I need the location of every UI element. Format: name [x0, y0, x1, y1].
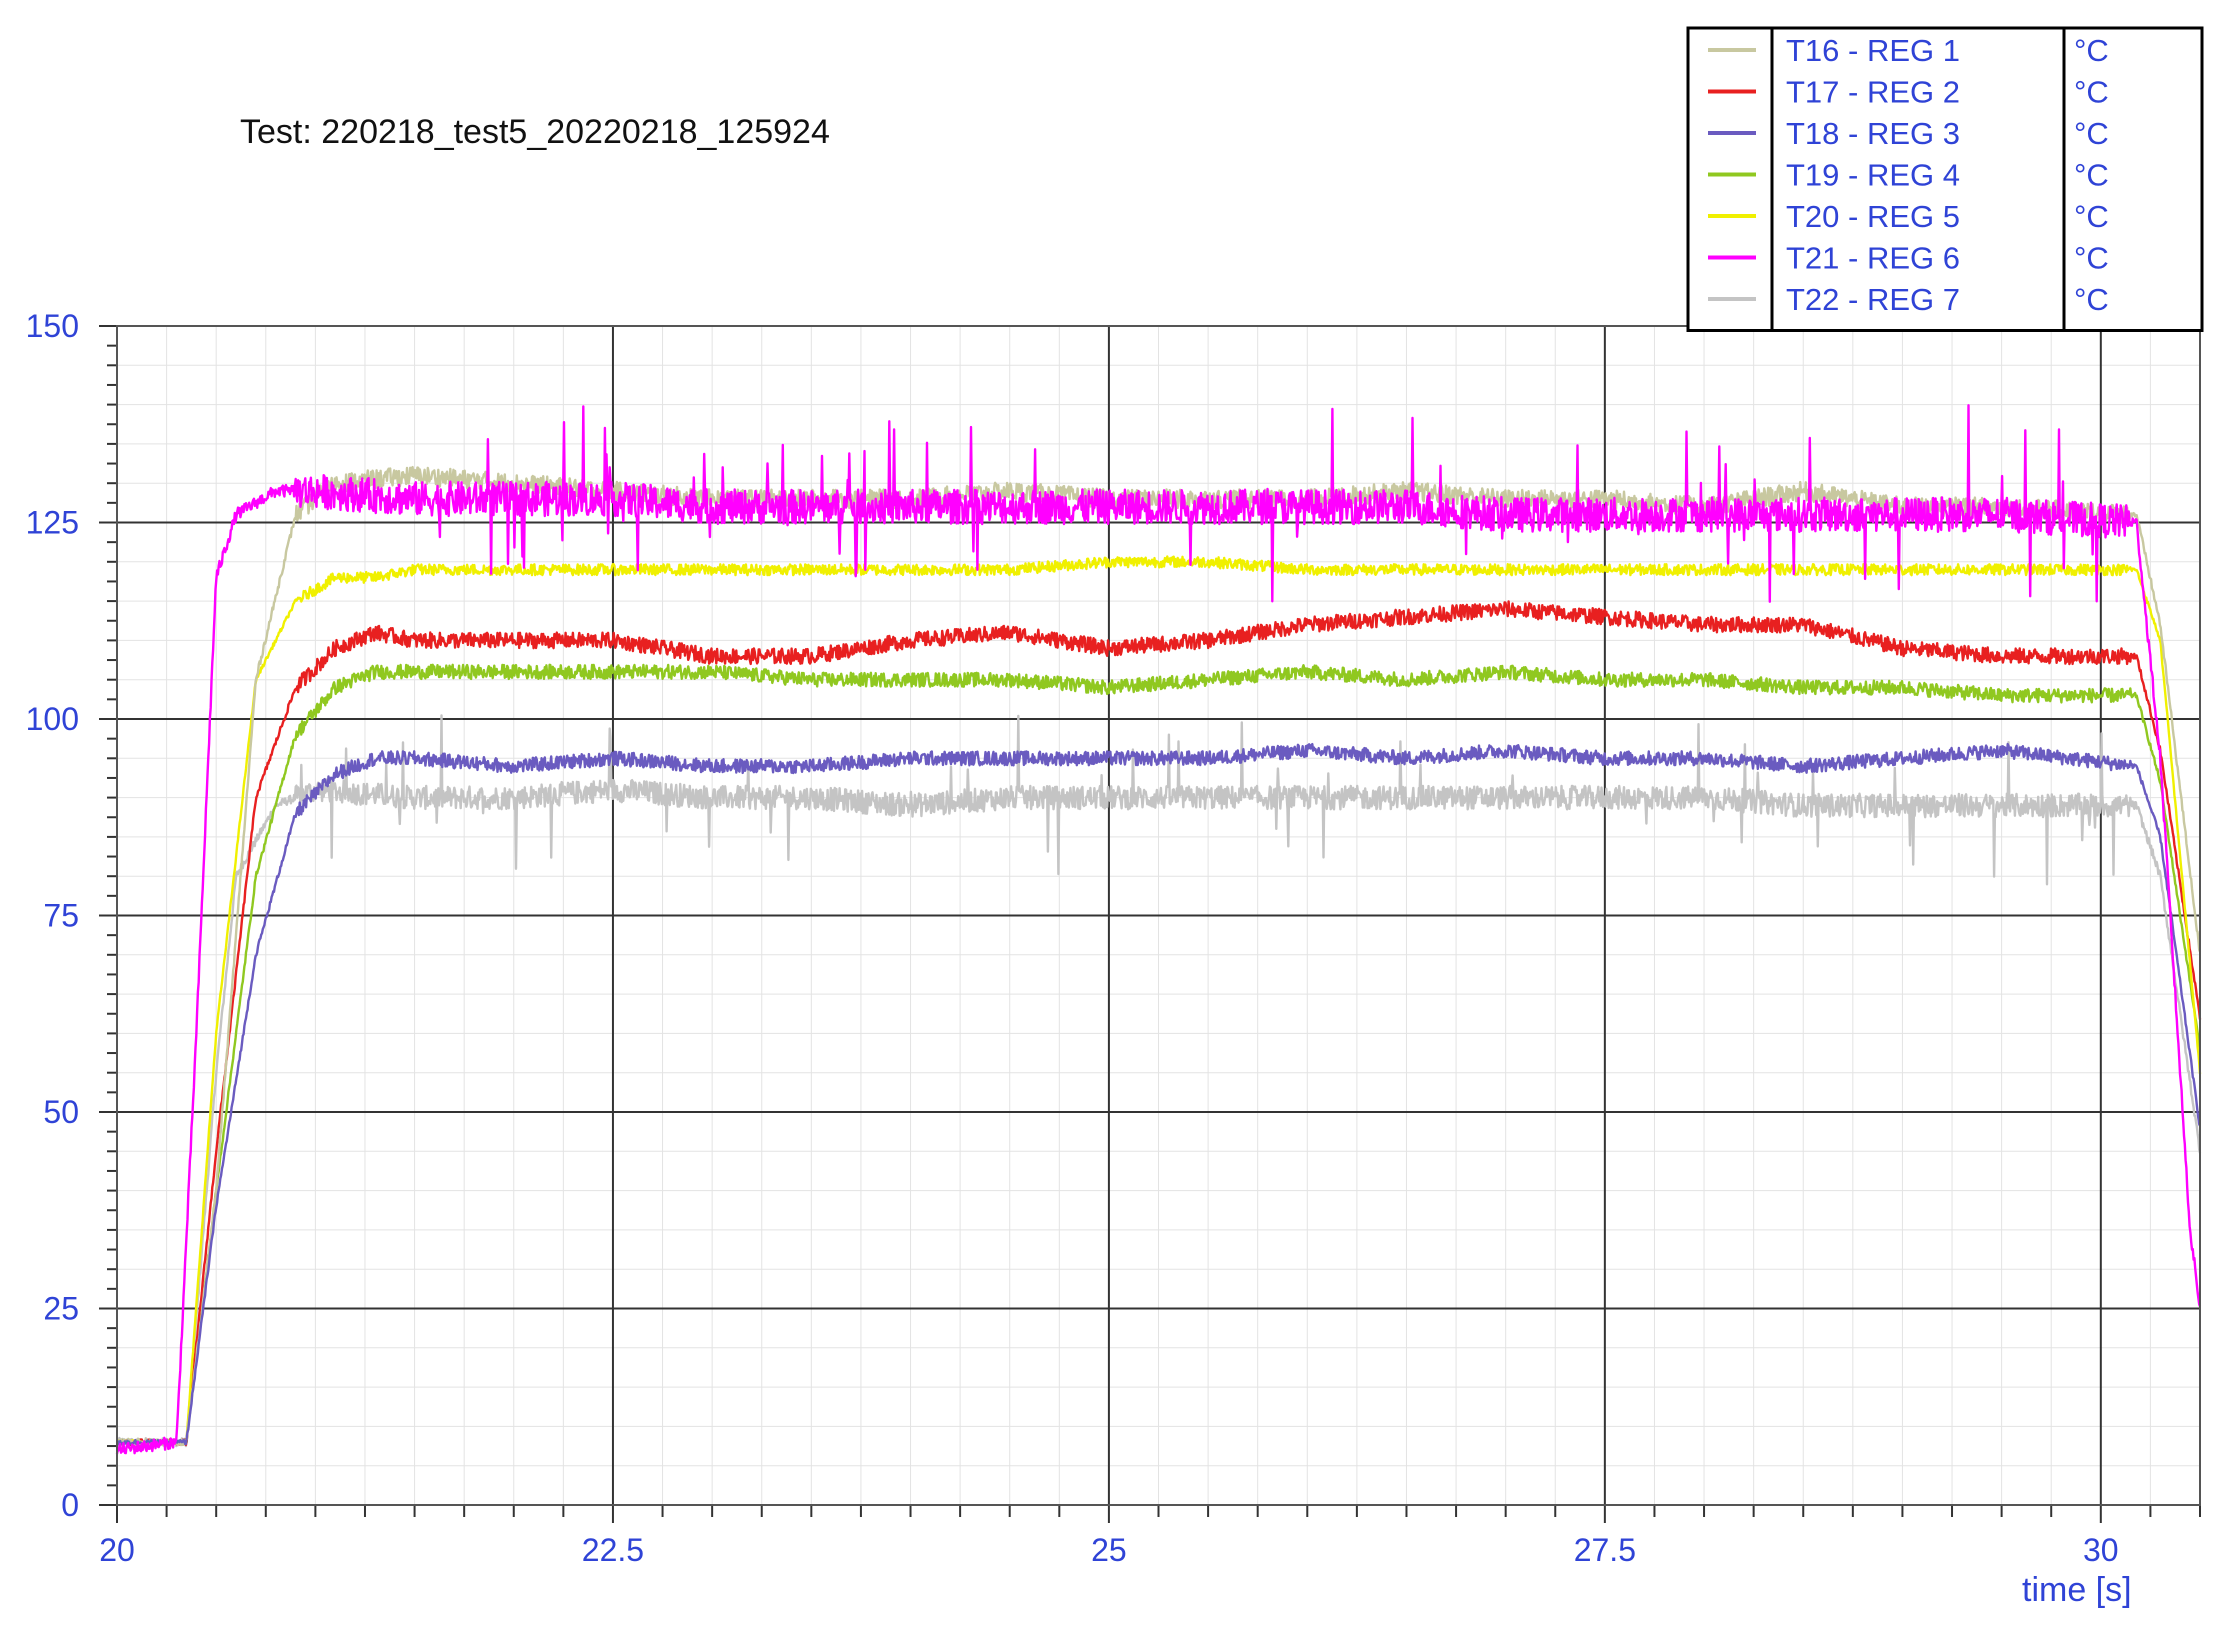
legend-label: T18 - REG 3	[1786, 116, 1960, 151]
series-layer	[115, 404, 2202, 1455]
legend-unit: °C	[2074, 282, 2109, 317]
x-tick-label: 25	[1091, 1532, 1127, 1568]
y-tick-label: 50	[43, 1094, 79, 1130]
series-line-1	[115, 465, 2202, 1447]
legend-label: T16 - REG 1	[1786, 33, 1960, 68]
series-line-4	[116, 663, 2202, 1446]
axis-ticks	[99, 325, 2201, 1523]
y-tick-label: 75	[43, 898, 79, 934]
legend-unit: °C	[2074, 116, 2109, 151]
x-tick-label: 22.5	[582, 1532, 644, 1568]
series-line-5	[116, 555, 2202, 1446]
legend-unit: °C	[2074, 158, 2109, 193]
x-tick-label: 27.5	[1574, 1532, 1636, 1568]
legend-label: T22 - REG 7	[1786, 282, 1960, 317]
series-line-3	[116, 742, 2202, 1446]
y-tick-label: 150	[26, 308, 79, 344]
plot-frame	[116, 325, 2201, 1506]
legend-label: T19 - REG 4	[1786, 158, 1960, 193]
series-line-6	[115, 404, 2202, 1455]
legend-label: T17 - REG 2	[1786, 75, 1960, 110]
x-axis-label: time [s]	[2022, 1571, 2132, 1609]
legend-unit: °C	[2074, 241, 2109, 276]
legend-unit: °C	[2074, 33, 2109, 68]
y-tick-label: 125	[26, 505, 79, 541]
y-tick-label: 0	[61, 1487, 79, 1523]
legend-label: T20 - REG 5	[1786, 199, 1960, 234]
legend-unit: °C	[2074, 75, 2109, 110]
x-tick-label: 30	[2083, 1532, 2119, 1568]
legend-unit: °C	[2074, 199, 2109, 234]
x-tick-label: 20	[99, 1532, 135, 1568]
y-tick-label: 25	[43, 1291, 79, 1327]
legend: T16 - REG 1 °C T17 - REG 2 °C T18 - REG 3 °C T…	[1686, 26, 2204, 332]
chart-title: Test: 220218_test5_20220218_125924	[240, 113, 830, 151]
legend-box	[1686, 26, 2204, 332]
series-line-2	[116, 600, 2202, 1447]
legend-label: T21 - REG 6	[1786, 241, 1960, 276]
y-tick-label: 100	[26, 701, 79, 737]
series-line-7	[115, 714, 2202, 1448]
tick-labels: 20 22.5 25 27.5 30 0 25 50 75 100 125 150	[26, 308, 2119, 1568]
